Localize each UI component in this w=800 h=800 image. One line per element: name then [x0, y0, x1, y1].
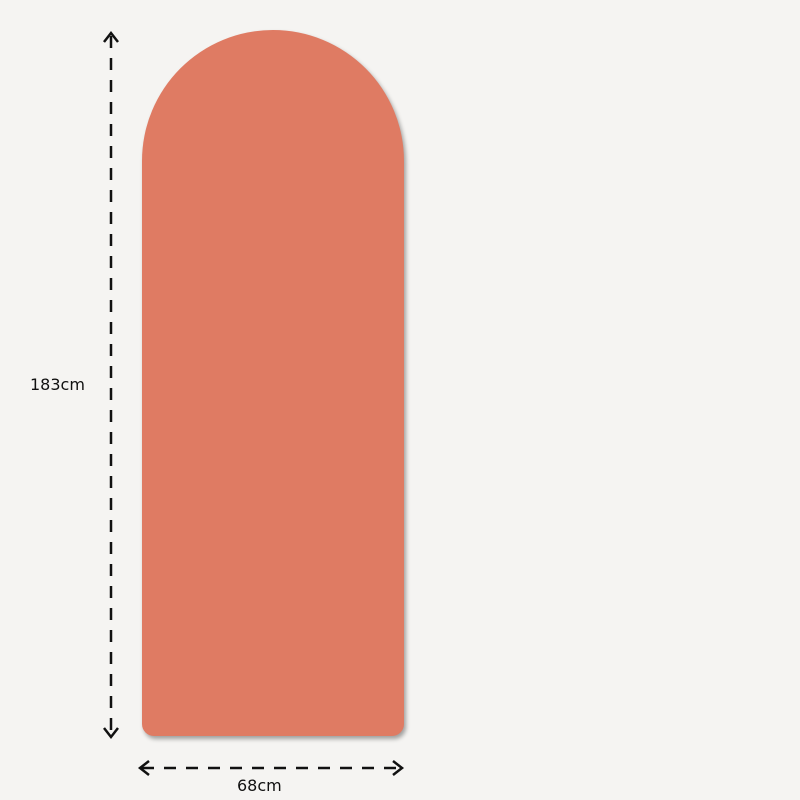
- width-label: 68cm: [237, 776, 282, 795]
- height-label: 183cm: [30, 375, 85, 394]
- height-arrow: [103, 30, 119, 740]
- arch-mat-shape: [142, 30, 404, 736]
- width-arrow: [137, 760, 405, 776]
